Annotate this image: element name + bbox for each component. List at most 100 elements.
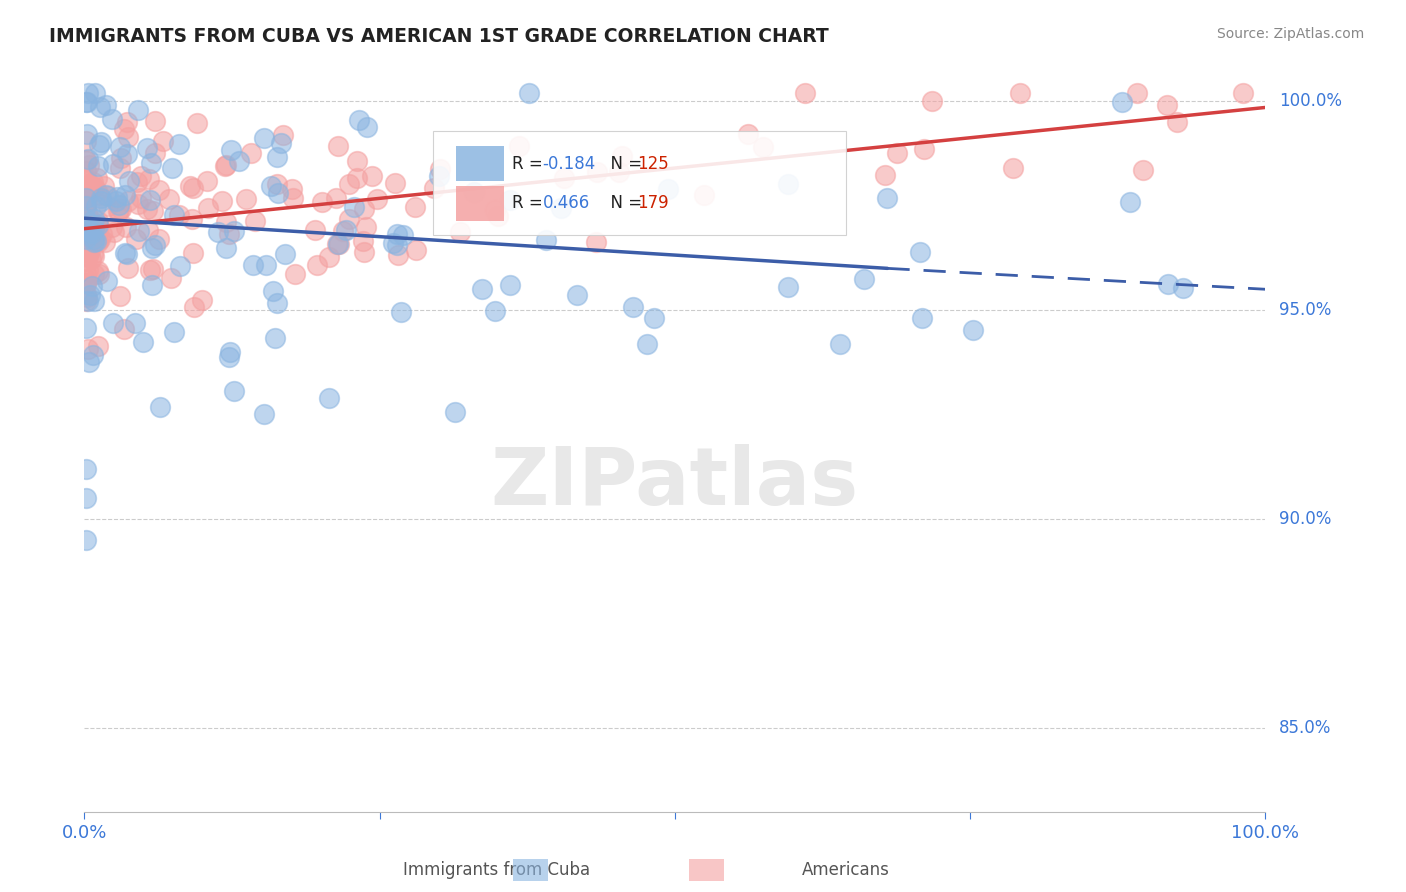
Point <box>245 214 267 228</box>
Point <box>536 233 558 247</box>
Point <box>77 219 100 234</box>
Point <box>405 244 427 258</box>
Point <box>143 238 166 252</box>
Point <box>214 157 236 171</box>
Point <box>96 274 118 288</box>
Point <box>93 235 115 249</box>
Point <box>429 162 451 177</box>
Point <box>75 179 97 194</box>
Point <box>131 169 153 184</box>
Text: ZIPatlas: ZIPatlas <box>491 443 859 522</box>
Point <box>76 194 98 209</box>
Point <box>224 224 246 238</box>
Point <box>87 138 110 153</box>
Point <box>82 348 104 362</box>
Point <box>1232 86 1254 100</box>
Point <box>97 199 120 213</box>
Point <box>389 304 412 318</box>
Point <box>271 128 294 143</box>
Point <box>657 182 679 196</box>
Point <box>75 533 97 547</box>
Point <box>195 173 218 187</box>
Point <box>75 190 97 204</box>
Point <box>830 336 852 351</box>
Point <box>83 250 105 264</box>
Point <box>75 248 97 262</box>
Point <box>353 244 375 259</box>
Point <box>499 278 522 293</box>
Point <box>337 177 360 191</box>
Point <box>87 263 110 277</box>
Text: 0.466: 0.466 <box>543 194 591 212</box>
Point <box>444 405 467 419</box>
Point <box>737 127 759 141</box>
Point <box>270 136 292 151</box>
Point <box>79 288 101 302</box>
Point <box>284 267 307 281</box>
Point <box>693 188 716 202</box>
Point <box>75 268 97 282</box>
Point <box>87 217 110 231</box>
Point <box>75 235 97 250</box>
Point <box>83 294 105 309</box>
Point <box>508 138 530 153</box>
Text: 95.0%: 95.0% <box>1279 301 1331 319</box>
Point <box>148 183 170 197</box>
Point <box>75 210 97 224</box>
Point <box>114 246 136 260</box>
Point <box>128 224 150 238</box>
Point <box>138 193 160 207</box>
Point <box>75 219 97 234</box>
Point <box>215 241 238 255</box>
Point <box>423 180 446 194</box>
Point <box>84 234 107 248</box>
Point <box>1157 277 1180 291</box>
Point <box>90 135 112 149</box>
Point <box>385 237 408 252</box>
Point <box>75 199 97 213</box>
FancyBboxPatch shape <box>457 146 503 181</box>
Point <box>585 235 607 249</box>
Point <box>77 152 100 166</box>
FancyBboxPatch shape <box>457 186 503 220</box>
Point <box>254 258 277 272</box>
Point <box>152 134 174 148</box>
Point <box>1132 162 1154 177</box>
Point <box>83 267 105 281</box>
Point <box>103 316 125 330</box>
Text: Source: ZipAtlas.com: Source: ZipAtlas.com <box>1216 27 1364 41</box>
Point <box>101 220 124 235</box>
Point <box>77 226 100 240</box>
Point <box>117 194 139 208</box>
Point <box>89 100 111 114</box>
Point <box>325 191 347 205</box>
Point <box>449 225 471 239</box>
Point <box>127 197 149 211</box>
Point <box>356 220 378 235</box>
Point <box>253 407 276 421</box>
Point <box>266 150 288 164</box>
Point <box>607 165 630 179</box>
Point <box>143 146 166 161</box>
Text: IMMIGRANTS FROM CUBA VS AMERICAN 1ST GRADE CORRELATION CHART: IMMIGRANTS FROM CUBA VS AMERICAN 1ST GRA… <box>49 27 830 45</box>
Point <box>75 232 97 246</box>
Point <box>142 262 165 277</box>
Point <box>75 213 97 227</box>
Point <box>105 189 128 203</box>
Point <box>347 113 370 128</box>
Point <box>110 289 132 303</box>
Point <box>1166 115 1188 129</box>
Point <box>141 277 163 292</box>
Point <box>91 227 114 241</box>
Point <box>262 284 284 298</box>
Point <box>1126 86 1149 100</box>
Point <box>118 173 141 187</box>
Point <box>307 258 329 272</box>
Point <box>87 214 110 228</box>
Point <box>148 232 170 246</box>
Point <box>83 180 105 194</box>
Point <box>326 138 349 153</box>
Text: R =: R = <box>512 154 548 173</box>
Point <box>214 159 236 173</box>
Point <box>794 86 817 100</box>
